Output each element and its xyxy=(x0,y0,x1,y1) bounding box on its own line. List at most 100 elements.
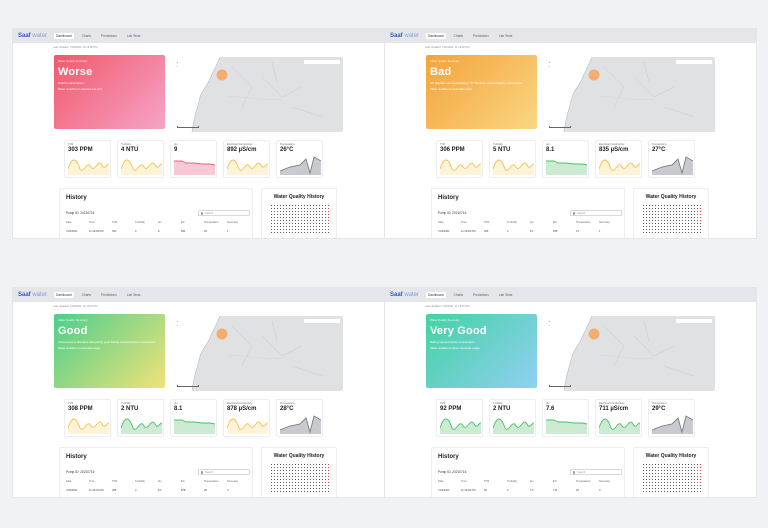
location-map[interactable]: + − xyxy=(172,316,343,391)
history-cell xyxy=(294,207,297,210)
history-cell xyxy=(276,219,279,222)
history-cell xyxy=(303,490,306,493)
metric-card[interactable]: Temperature 26°C xyxy=(276,140,323,178)
metric-card[interactable]: Electrical Conductivity 711 µS/cm xyxy=(595,399,642,437)
table-header: EC xyxy=(181,480,185,483)
nav-tab[interactable]: Predictions xyxy=(473,293,489,297)
metric-card[interactable]: TDS 92 PPM xyxy=(436,399,483,437)
history-search-input[interactable]: Search xyxy=(570,210,622,216)
history-cell xyxy=(684,204,687,207)
nav-tab[interactable]: Predictions xyxy=(473,34,489,38)
history-search-input[interactable]: Search xyxy=(198,210,250,216)
metric-card[interactable]: Temperature 28°C xyxy=(276,399,323,437)
table-row[interactable]: 7/26/2021 11:19:09 PM 303 4 9 892 26 1 xyxy=(66,230,250,233)
history-cell xyxy=(273,222,276,225)
history-cell xyxy=(672,219,675,222)
history-cell xyxy=(276,463,279,466)
history-cell xyxy=(696,231,699,234)
nav-tab[interactable]: Predictions xyxy=(101,34,117,38)
map-search-input[interactable] xyxy=(304,60,340,64)
metric-card[interactable]: Turbidity 4 NTU xyxy=(117,140,164,178)
table-row[interactable]: 7/26/2021 11:19:45 PM 92 2 7.6 711 29 4 xyxy=(438,489,622,492)
nav-tab[interactable]: Predictions xyxy=(101,293,117,297)
history-cell xyxy=(654,463,657,466)
metric-card[interactable]: Electrical Conductivity 878 µS/cm xyxy=(223,399,270,437)
history-cell xyxy=(663,204,666,207)
history-cell xyxy=(300,207,303,210)
history-cell xyxy=(270,478,273,481)
nav-tab[interactable]: Dashboard xyxy=(426,292,446,298)
map-search-input[interactable] xyxy=(676,60,712,64)
metric-card[interactable]: pH 7.6 xyxy=(542,399,589,437)
history-cell xyxy=(270,225,273,228)
metric-card[interactable]: TDS 306 PPM xyxy=(436,140,483,178)
metric-card[interactable]: Turbidity 5 NTU xyxy=(489,140,536,178)
metric-card[interactable]: Turbidity 2 NTU xyxy=(117,399,164,437)
metric-card[interactable]: pH 8.1 xyxy=(542,140,589,178)
history-cell xyxy=(306,222,309,225)
table-row[interactable]: 7/26/2021 11:19:20 PM 306 4 8.1 835 27 1 xyxy=(438,230,622,233)
app-logo[interactable]: Saaf water xyxy=(18,33,47,39)
location-map[interactable]: + − xyxy=(172,57,343,132)
history-cell xyxy=(279,219,282,222)
map-zoom-control[interactable]: + − xyxy=(547,319,552,327)
table-cell: 92 xyxy=(484,489,487,492)
nav-tab[interactable]: Lab Tests xyxy=(498,293,513,297)
metric-label: Turbidity xyxy=(121,143,131,146)
metric-card[interactable]: Electrical Conductivity 892 µS/cm xyxy=(223,140,270,178)
history-cell xyxy=(642,204,645,207)
history-search-input[interactable]: Search xyxy=(570,469,622,475)
metric-card[interactable]: Temperature 29°C xyxy=(648,399,695,437)
location-map[interactable]: + − xyxy=(544,57,715,132)
map-search-input[interactable] xyxy=(304,319,340,323)
history-cell xyxy=(315,484,318,487)
table-header: Summary xyxy=(599,221,611,224)
history-cell xyxy=(693,466,696,469)
history-cell xyxy=(675,463,678,466)
history-cell xyxy=(660,219,663,222)
map-zoom-control[interactable]: + − xyxy=(547,60,552,68)
nav-tab[interactable]: Lab Tests xyxy=(126,293,141,297)
table-header: Turbidity xyxy=(135,480,145,483)
location-map[interactable]: + − xyxy=(544,316,715,391)
metric-card[interactable]: Turbidity 2 NTU xyxy=(489,399,536,437)
history-cell xyxy=(315,487,318,490)
history-cell xyxy=(273,466,276,469)
nav-tab[interactable]: Charts xyxy=(453,293,464,297)
metric-card[interactable]: Electrical Conductivity 835 µS/cm xyxy=(595,140,642,178)
history-search-input[interactable]: Search xyxy=(198,469,250,475)
table-header: TDS xyxy=(484,480,490,483)
metric-card[interactable]: TDS 303 PPM xyxy=(64,140,111,178)
history-cell xyxy=(315,216,318,219)
table-cell: 29 xyxy=(576,489,579,492)
map-search-input[interactable] xyxy=(676,319,712,323)
history-cell xyxy=(285,466,288,469)
table-row[interactable]: 7/26/2021 11:19:34 PM 308 2 8.1 878 28 3 xyxy=(66,489,250,492)
metric-card[interactable]: TDS 308 PPM xyxy=(64,399,111,437)
map-zoom-control[interactable]: + − xyxy=(175,60,180,68)
history-cell xyxy=(669,213,672,216)
map-zoom-control[interactable]: + − xyxy=(175,319,180,327)
nav-tab[interactable]: Lab Tests xyxy=(498,34,513,38)
nav-tab[interactable]: Charts xyxy=(81,34,92,38)
history-cell xyxy=(675,213,678,216)
app-logo[interactable]: Saaf water xyxy=(390,33,419,39)
history-cell xyxy=(294,210,297,213)
history-cell xyxy=(321,490,324,493)
nav-tab[interactable]: Dashboard xyxy=(54,33,74,39)
metric-card[interactable]: pH 9 xyxy=(170,140,217,178)
history-cell xyxy=(684,478,687,481)
metric-card[interactable]: pH 8.1 xyxy=(170,399,217,437)
metric-card[interactable]: Temperature 27°C xyxy=(648,140,695,178)
metric-sparkline xyxy=(121,159,162,175)
sparkline-line xyxy=(121,418,162,430)
nav-tab[interactable]: Dashboard xyxy=(54,292,74,298)
sparkline-line xyxy=(280,156,321,175)
nav-tab[interactable]: Dashboard xyxy=(426,33,446,39)
nav-tab[interactable]: Charts xyxy=(81,293,92,297)
nav-tab[interactable]: Charts xyxy=(453,34,464,38)
app-logo[interactable]: Saaf water xyxy=(18,292,47,298)
nav-tab[interactable]: Lab Tests xyxy=(126,34,141,38)
history-cell xyxy=(678,225,681,228)
app-logo[interactable]: Saaf water xyxy=(390,292,419,298)
